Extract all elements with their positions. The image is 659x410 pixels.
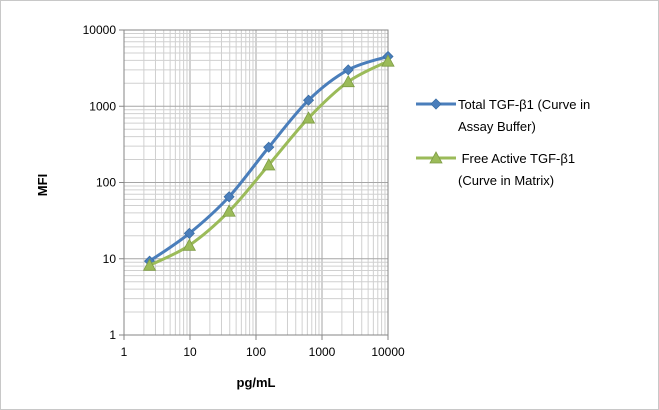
data-point-triangle (262, 158, 276, 171)
data-point-triangle (301, 111, 316, 124)
data-point-diamond (183, 227, 195, 239)
y-tick-label: 1000 (89, 99, 116, 113)
grid (124, 30, 388, 335)
data-point-triangle (142, 258, 157, 271)
x-axis-title: pg/mL (237, 375, 276, 390)
y-tick-label: 1 (109, 328, 116, 342)
legend-entry-free: Free Active TGF-β1 (Curve in Matrix) (416, 151, 575, 188)
data-point-triangle (182, 238, 197, 251)
legend-marker-diamond (430, 98, 442, 110)
x-tick-label: 1 (121, 345, 128, 359)
legend: Total TGF-β1 (Curve in Assay Buffer) Fre… (416, 97, 590, 188)
data-point-diamond (302, 94, 315, 106)
y-tick-labels: 1 10 100 1000 10000 (83, 23, 124, 342)
data-point-triangle (341, 74, 355, 88)
series-free (142, 54, 395, 271)
legend-entry-total: Total TGF-β1 (Curve in Assay Buffer) (416, 97, 590, 134)
data-point-triangle (222, 204, 236, 217)
y-tick-label: 10 (103, 252, 117, 266)
y-axis-title: MFI (35, 174, 50, 196)
data-point-diamond (263, 141, 275, 153)
series-layer (142, 50, 395, 271)
legend-label-free-line2: (Curve in Matrix) (458, 173, 554, 188)
y-tick-label: 100 (96, 176, 116, 190)
data-point-triangle (381, 54, 395, 67)
legend-label-free-line1: Free Active TGF-β1 (458, 151, 575, 166)
legend-label-total-line2: Assay Buffer) (458, 119, 536, 134)
x-tick-label: 100 (246, 345, 266, 359)
legend-marker-triangle (429, 151, 443, 164)
x-tick-labels: 1 10 100 1000 10000 (121, 335, 405, 359)
y-tick-label: 10000 (83, 23, 117, 37)
x-tick-label: 10 (183, 345, 197, 359)
x-tick-label: 1000 (309, 345, 336, 359)
x-tick-label: 10000 (371, 345, 405, 359)
legend-label-total-line1: Total TGF-β1 (Curve in (458, 97, 590, 112)
data-point-diamond (223, 191, 235, 203)
